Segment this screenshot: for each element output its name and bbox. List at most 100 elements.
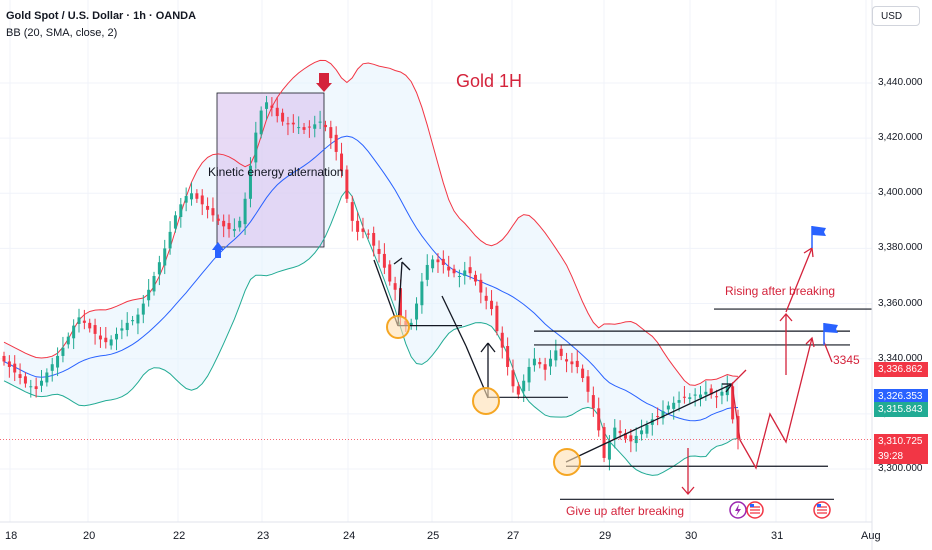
candle-body	[672, 402, 676, 409]
candle-body	[109, 339, 113, 346]
price-tick-label: 3,340.000	[878, 352, 923, 364]
level-flag-icon	[824, 323, 838, 333]
candle-body	[457, 275, 461, 277]
candle-body	[334, 134, 338, 152]
candle-body	[13, 363, 17, 373]
candle-body	[623, 433, 627, 439]
candle-body	[629, 435, 633, 442]
candle-body	[291, 122, 295, 125]
candle-body	[173, 215, 177, 229]
candle-body	[270, 105, 274, 108]
candle-body	[704, 391, 708, 395]
candle-body	[618, 430, 622, 434]
candle-body	[382, 253, 386, 268]
candle-body	[190, 193, 194, 200]
candle-body	[640, 430, 644, 435]
price-tick-label: 3,300.000	[878, 462, 923, 474]
candle-body	[50, 364, 54, 371]
candle-body	[709, 388, 713, 395]
give-up-after-breaking-label: Give up after breaking	[566, 504, 685, 518]
candle-body	[463, 270, 467, 276]
time-tick-label: 22	[173, 530, 186, 542]
candle-body	[682, 396, 686, 398]
breakout-arrow-head	[779, 313, 793, 322]
candle-body	[731, 386, 735, 420]
candle-body	[415, 303, 419, 320]
price-tag: 3,326.353	[874, 389, 928, 404]
candle-body	[40, 380, 44, 386]
level-pointer	[823, 341, 833, 363]
candle-body	[23, 376, 27, 384]
candle-body	[490, 300, 494, 310]
candle-body	[340, 153, 344, 172]
candle-body	[500, 332, 504, 348]
candle-body	[115, 333, 119, 340]
candle-body	[452, 268, 456, 274]
candle-body	[532, 358, 536, 366]
candle-body	[125, 322, 129, 331]
candle-body	[275, 107, 279, 117]
candle-body	[398, 288, 402, 318]
price-tick-label: 3,420.000	[878, 132, 923, 144]
candle-body	[7, 361, 11, 367]
time-tick-label: 29	[599, 530, 612, 542]
candle-body	[350, 202, 354, 221]
candle-body	[227, 223, 231, 230]
candle-body	[318, 121, 322, 123]
trend-up-line-1-head-b	[393, 257, 403, 265]
candle-body	[248, 165, 252, 199]
candle-body	[661, 411, 665, 419]
candle-body	[88, 322, 92, 329]
candle-body	[715, 396, 719, 398]
time-tick-label: Aug	[861, 530, 881, 542]
chart-title: Gold 1H	[456, 71, 523, 91]
indicator-legend[interactable]: BB (20, SMA, close, 2)	[6, 27, 118, 39]
candle-body	[104, 337, 108, 343]
bollinger-band-fill	[4, 60, 738, 476]
candle-body	[431, 259, 435, 269]
candle-body	[559, 348, 563, 356]
target-flag-icon	[812, 226, 826, 236]
candle-body	[168, 231, 172, 249]
candle-body	[597, 408, 601, 431]
kinetic-energy-label: Kinetic energy alternation	[208, 165, 344, 179]
price-tick-label: 3,380.000	[878, 242, 923, 254]
candle-body	[666, 405, 670, 410]
candle-body	[581, 368, 585, 378]
buy-arrow-icon	[212, 242, 224, 258]
currency-button[interactable]: USD	[872, 6, 920, 26]
bollinger-basis-line	[3, 135, 739, 422]
price-tick-label: 3,440.000	[878, 77, 923, 88]
candle-body	[200, 195, 204, 205]
candle-body	[141, 303, 145, 315]
candle-body	[61, 347, 65, 356]
candle-body	[29, 386, 33, 388]
level-3345-label: 3345	[833, 353, 860, 367]
candle-body	[522, 380, 526, 392]
candle-body	[538, 362, 542, 365]
symbol-title[interactable]: Gold Spot / U.S. Dollar · 1h · OANDA	[6, 10, 197, 22]
price-tag: 3,336.862	[874, 362, 928, 377]
candle-body	[72, 325, 76, 339]
candle-body	[238, 220, 242, 228]
candle-body	[307, 126, 311, 128]
projection-path	[731, 337, 813, 470]
event-icons[interactable]	[729, 501, 831, 519]
candle-body	[313, 124, 317, 129]
candle-body	[345, 169, 349, 199]
projection-path-head	[805, 336, 815, 348]
price-tick-label: 3,360.000	[878, 297, 923, 309]
candle-body	[254, 132, 258, 163]
give-up-arrow-head	[681, 486, 695, 495]
trend-down-line-2	[441, 295, 467, 347]
candle-body	[281, 112, 285, 122]
candle-body	[286, 123, 290, 125]
bar-countdown: 39:28	[874, 449, 928, 464]
swing-low-marker-3	[553, 448, 581, 476]
candle-body	[82, 320, 86, 323]
candle-body	[157, 262, 161, 275]
candle-body	[184, 196, 188, 203]
trend-down-line-1	[373, 259, 399, 327]
trend-up-line-2-head-b	[487, 342, 496, 353]
